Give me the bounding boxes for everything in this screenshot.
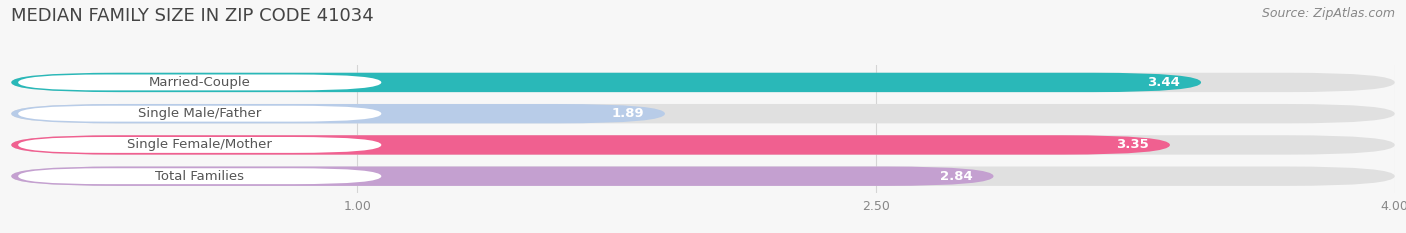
FancyBboxPatch shape	[18, 106, 381, 122]
FancyBboxPatch shape	[11, 104, 665, 123]
FancyBboxPatch shape	[11, 104, 1395, 123]
Text: Single Female/Mother: Single Female/Mother	[128, 138, 273, 151]
Text: 1.89: 1.89	[612, 107, 644, 120]
Text: 3.44: 3.44	[1147, 76, 1180, 89]
Text: Total Families: Total Families	[155, 170, 245, 183]
Text: 2.84: 2.84	[941, 170, 973, 183]
FancyBboxPatch shape	[11, 73, 1201, 92]
Text: MEDIAN FAMILY SIZE IN ZIP CODE 41034: MEDIAN FAMILY SIZE IN ZIP CODE 41034	[11, 7, 374, 25]
FancyBboxPatch shape	[11, 167, 994, 186]
FancyBboxPatch shape	[11, 167, 1395, 186]
Text: Single Male/Father: Single Male/Father	[138, 107, 262, 120]
FancyBboxPatch shape	[11, 73, 1395, 92]
FancyBboxPatch shape	[11, 135, 1170, 155]
Text: 3.35: 3.35	[1116, 138, 1149, 151]
FancyBboxPatch shape	[18, 137, 381, 153]
Text: Source: ZipAtlas.com: Source: ZipAtlas.com	[1261, 7, 1395, 20]
Text: Married-Couple: Married-Couple	[149, 76, 250, 89]
FancyBboxPatch shape	[18, 75, 381, 90]
FancyBboxPatch shape	[18, 168, 381, 184]
FancyBboxPatch shape	[11, 135, 1395, 155]
